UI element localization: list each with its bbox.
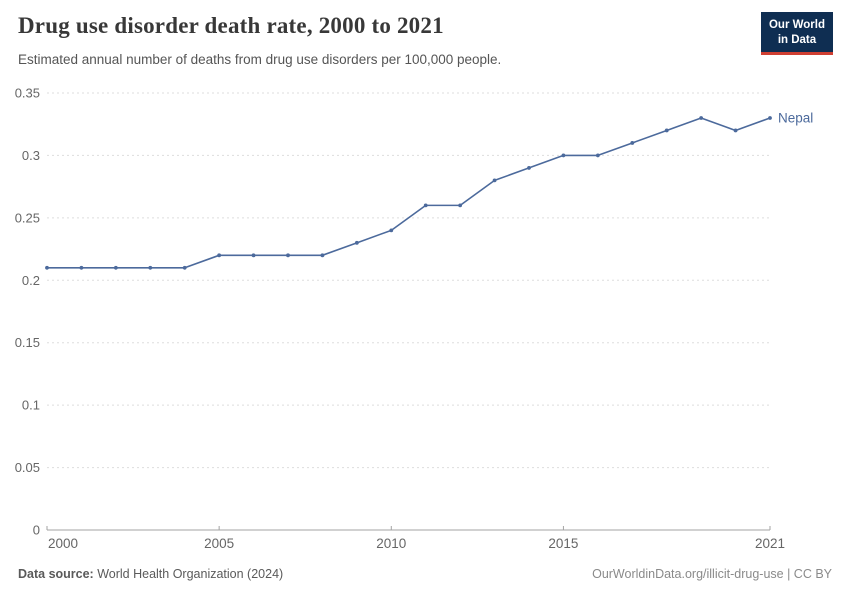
data-point[interactable] [45, 265, 49, 270]
series-end-label: Nepal [778, 110, 813, 125]
data-point[interactable] [768, 116, 772, 120]
data-source: Data source: World Health Organization (… [18, 567, 283, 581]
y-tick-label: 0.25 [15, 210, 40, 225]
owid-logo-line1: Our World [768, 19, 825, 31]
data-point[interactable] [664, 128, 669, 133]
data-point[interactable] [733, 128, 738, 133]
chart-title: Drug use disorder death rate, 2000 to 20… [18, 13, 444, 38]
chart-subtitle: Estimated annual number of deaths from d… [18, 52, 502, 67]
data-point[interactable] [561, 153, 566, 158]
data-point[interactable] [630, 141, 635, 145]
y-tick-label: 0.15 [15, 335, 40, 350]
data-point[interactable] [320, 253, 325, 258]
x-tick-label: 2000 [48, 536, 78, 551]
data-point[interactable] [423, 203, 428, 208]
data-point[interactable] [79, 265, 84, 270]
owid-logo-line2: in Data [777, 33, 817, 46]
x-tick-label: 2015 [548, 536, 578, 551]
line-chart[interactable]: 0 0.05 0.1 0.15 0.2 0.25 0.3 0.35 2000 2005 2010 20… [0, 75, 850, 560]
data-point[interactable] [182, 265, 187, 270]
data-point[interactable] [217, 253, 222, 258]
data-point[interactable] [458, 203, 463, 208]
y-tick-label: 0 [33, 523, 40, 538]
y-tick-label: 0.2 [22, 273, 40, 288]
data-point[interactable] [286, 253, 290, 258]
data-point[interactable] [492, 178, 497, 183]
data-point[interactable] [354, 240, 359, 245]
data-point[interactable] [595, 153, 600, 158]
data-point[interactable] [699, 116, 704, 120]
series-line [46, 117, 771, 269]
data-point[interactable] [527, 166, 531, 170]
x-tick-label: 2005 [204, 536, 234, 551]
y-tick-label: 0.35 [15, 86, 40, 101]
chart-footer: Data source: World Health Organization (… [18, 567, 832, 581]
data-point[interactable] [389, 228, 394, 233]
x-tick-label: 2010 [376, 536, 406, 551]
y-tick-label: 0.1 [22, 398, 40, 413]
data-source-label: Data source: [18, 567, 94, 581]
data-point[interactable] [113, 265, 118, 270]
data-point[interactable] [148, 265, 153, 270]
y-tick-label: 0.3 [22, 148, 40, 163]
y-tick-label: 0.05 [15, 460, 40, 475]
data-point[interactable] [251, 253, 256, 258]
owid-logo[interactable]: Our World in Data [760, 12, 833, 55]
license-link[interactable]: OurWorldinData.org/illicit-drug-use | CC… [592, 567, 832, 581]
data-source-value: World Health Organization (2024) [93, 567, 284, 581]
x-tick-label: 2021 [755, 536, 785, 551]
